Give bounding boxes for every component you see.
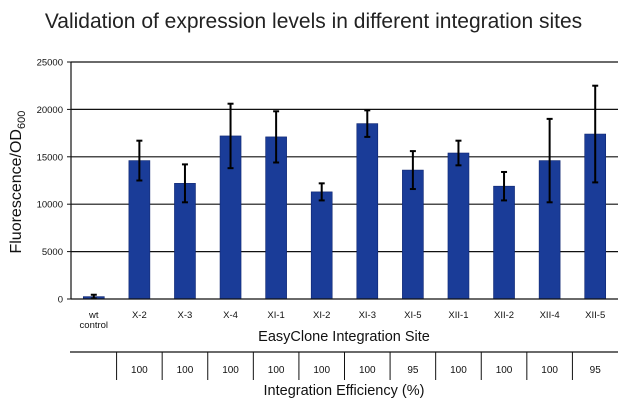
x-tick-label: XI-3 <box>359 310 376 321</box>
efficiency-value: 95 <box>407 365 419 376</box>
efficiency-value: 100 <box>359 365 376 376</box>
x-tick-label: XII-4 <box>540 310 560 321</box>
x-tick-label: XI-2 <box>313 310 330 321</box>
efficiency-value: 100 <box>313 365 330 376</box>
efficiency-value: 100 <box>268 365 285 376</box>
bar <box>310 191 333 300</box>
chart-title: Validation of expression levels in diffe… <box>44 10 583 33</box>
y-tick-label: 10000 <box>37 200 63 211</box>
x-tick-label: X-3 <box>178 310 193 321</box>
x-tick-label: XII-5 <box>585 310 605 321</box>
efficiency-table: 100 100 100 100 100 100 95 100 100 100 95 <box>70 351 618 380</box>
x-tick-label: X-2 <box>132 310 147 321</box>
x-axis-label: EasyClone Integration Site <box>258 329 430 345</box>
y-axis-label: Fluorescence/OD600 <box>8 102 28 262</box>
y-tick-label: 20000 <box>37 105 63 116</box>
efficiency-label: Integration Efficiency (%) <box>263 383 425 399</box>
x-tick-label: X-4 <box>223 310 238 321</box>
x-tick-label: XI-5 <box>404 310 421 321</box>
efficiency-value: 100 <box>541 365 558 376</box>
x-tick-label: XII-1 <box>448 310 468 321</box>
bar <box>447 152 470 300</box>
error-bars <box>90 84 599 300</box>
efficiency-value: 100 <box>131 365 148 376</box>
efficiency-value: 100 <box>496 365 513 376</box>
y-tick-label: 5000 <box>42 247 63 258</box>
axes <box>70 62 618 300</box>
efficiency-value: 100 <box>177 365 194 376</box>
x-tick-label: XII-2 <box>494 310 514 321</box>
bar <box>493 185 515 300</box>
bar <box>356 123 379 300</box>
y-axis-label-main: Fluorescence/OD <box>7 129 25 254</box>
efficiency-value: 95 <box>590 365 602 376</box>
y-tick-label: 15000 <box>37 152 63 163</box>
y-tick-labels: 0 5000 10000 15000 20000 25000 <box>37 58 63 306</box>
bars <box>82 123 607 300</box>
efficiency-value: 100 <box>222 365 239 376</box>
x-tick-label: XI-1 <box>267 310 284 321</box>
x-tick-label: control <box>80 320 109 331</box>
x-tick-label: wt <box>88 310 99 321</box>
y-tick-label: 25000 <box>37 58 63 69</box>
efficiency-value: 100 <box>450 365 467 376</box>
y-tick-label: 0 <box>58 295 63 306</box>
y-axis-label-subscript: 600 <box>16 110 29 130</box>
gridlines <box>67 61 618 300</box>
